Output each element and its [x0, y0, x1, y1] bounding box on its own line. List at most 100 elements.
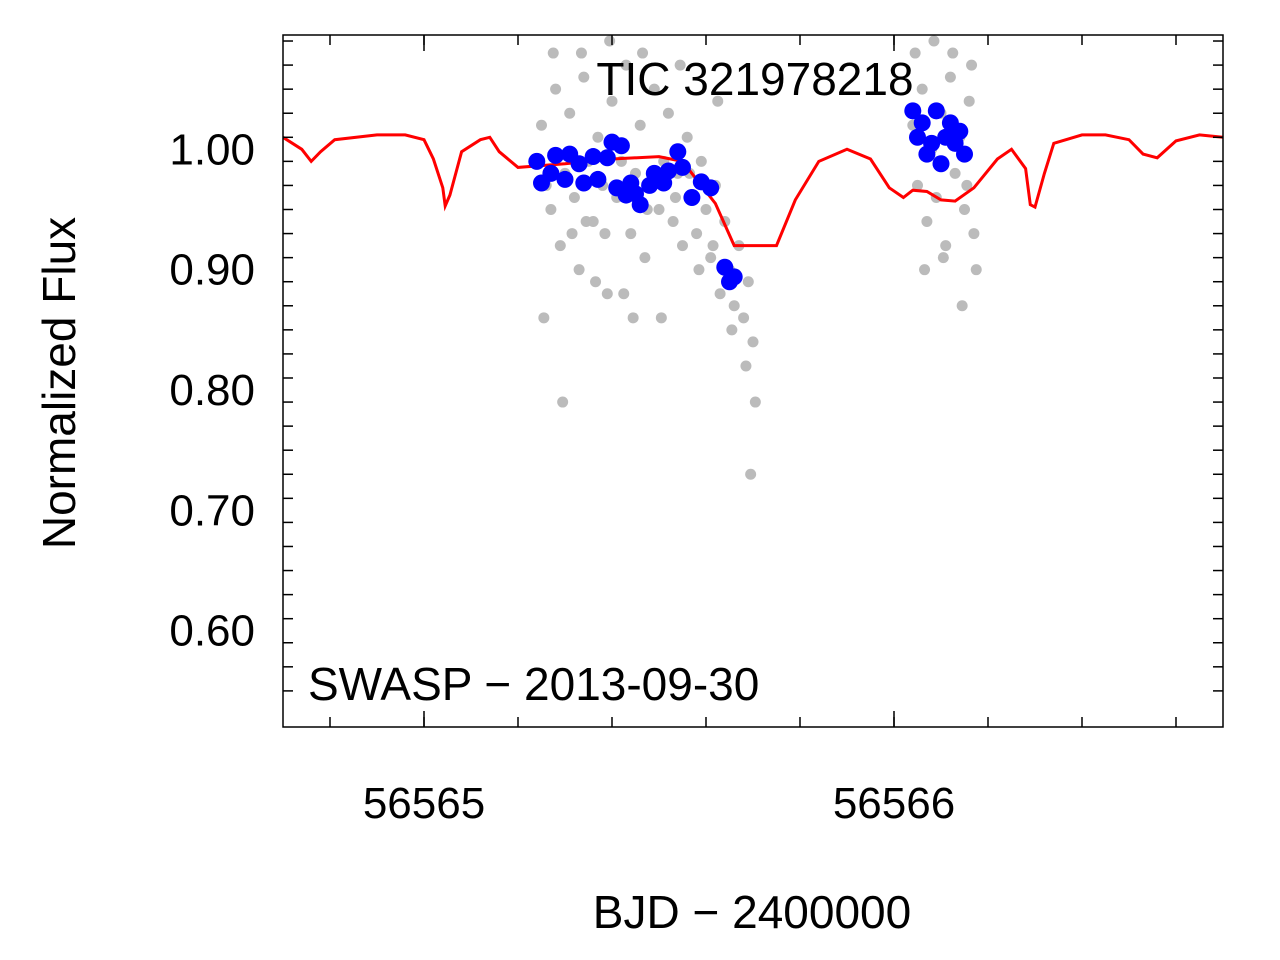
raw-point	[956, 300, 968, 312]
raw-point	[726, 324, 738, 336]
raw-point	[909, 47, 921, 59]
x-tick-label: 56565	[363, 779, 485, 828]
raw-point	[705, 252, 717, 264]
raw-point	[653, 204, 665, 216]
raw-point	[963, 95, 975, 107]
raw-point	[547, 47, 559, 59]
y-tick-label: 0.60	[169, 607, 255, 656]
raw-point	[912, 179, 923, 191]
binned-point	[904, 102, 922, 120]
raw-point	[536, 119, 547, 131]
binned-point	[612, 137, 630, 155]
raw-point	[590, 276, 602, 288]
raw-point	[618, 288, 630, 300]
binned-point	[702, 179, 720, 197]
raw-point	[580, 216, 592, 228]
raw-point	[749, 396, 761, 408]
raw-point	[940, 240, 952, 252]
raw-point	[648, 83, 660, 95]
raw-point	[566, 228, 578, 240]
binned-point	[956, 145, 973, 163]
x-tick-label: 56566	[833, 779, 955, 828]
binned-point	[674, 158, 691, 176]
raw-point	[601, 288, 613, 300]
y-tick-label: 0.80	[169, 366, 255, 415]
tick-labels: 1.00 0.90 0.80 0.70 0.60 56565 56566	[169, 125, 955, 828]
raw-point	[669, 191, 681, 203]
binned-point	[570, 155, 588, 173]
raw-point	[961, 179, 973, 191]
binned-point	[951, 122, 969, 140]
raw-point	[550, 83, 562, 95]
raw-point	[937, 252, 949, 264]
raw-point	[916, 83, 928, 95]
binned-point	[659, 162, 677, 180]
raw-point	[928, 35, 940, 47]
raw-point	[966, 59, 978, 71]
raw-point	[655, 312, 667, 324]
raw-point	[968, 228, 980, 240]
raw-point	[573, 264, 585, 276]
model-curve	[283, 133, 1223, 248]
raw-point	[681, 131, 693, 143]
raw-point	[606, 95, 618, 107]
raw-point	[742, 276, 754, 288]
raw-point	[745, 468, 757, 480]
raw-point	[604, 35, 616, 47]
raw-point	[667, 216, 679, 228]
raw-point	[568, 191, 580, 203]
raw-point	[738, 312, 750, 324]
axis-ticks	[283, 35, 1223, 727]
binned-point	[932, 155, 950, 173]
binned-point	[589, 170, 607, 188]
binned-point	[669, 143, 687, 161]
plot-frame	[282, 34, 1224, 728]
raw-point	[693, 264, 705, 276]
raw-point	[947, 47, 959, 59]
raw-point	[695, 155, 707, 167]
raw-point	[674, 59, 686, 71]
raw-point	[959, 204, 970, 216]
raw-point	[728, 300, 740, 312]
raw-point	[677, 240, 688, 252]
raw-point	[634, 119, 646, 131]
binned-point	[725, 268, 743, 286]
raw-point	[620, 59, 632, 71]
raw-point	[944, 71, 956, 83]
binned-point	[528, 152, 546, 170]
raw-point	[662, 107, 674, 119]
binned-point	[547, 146, 565, 164]
raw-point	[554, 240, 566, 252]
raw-point	[564, 107, 576, 119]
y-tick-label: 0.90	[169, 246, 255, 295]
raw-point	[538, 312, 550, 324]
binned-point	[542, 164, 560, 182]
model-curve-layer	[283, 133, 1223, 248]
raw-point	[921, 216, 933, 228]
binned-point	[598, 149, 616, 167]
x-axis-label: BJD − 2400000	[593, 886, 911, 938]
dataset-annotation: SWASP − 2013-09-30	[308, 658, 759, 710]
y-axis-label: Normalized Flux	[33, 217, 85, 549]
raw-point	[639, 252, 651, 264]
y-tick-label: 0.70	[169, 486, 255, 535]
raw-point	[700, 204, 712, 216]
binned-point	[909, 128, 926, 146]
raw-point	[707, 240, 719, 252]
y-tick-label: 1.00	[169, 125, 255, 174]
raw-point	[545, 204, 557, 216]
binned-point	[683, 188, 701, 206]
binned-point	[631, 196, 649, 214]
binned-point	[927, 102, 945, 120]
raw-point	[592, 131, 604, 143]
raw-point	[557, 396, 569, 408]
raw-point	[949, 167, 961, 179]
raw-point	[747, 336, 759, 348]
raw-point	[625, 228, 637, 240]
raw-point	[712, 95, 724, 107]
raw-point	[740, 360, 752, 372]
raw-point	[919, 264, 931, 276]
raw-point	[627, 312, 639, 324]
binned-point	[923, 134, 941, 152]
